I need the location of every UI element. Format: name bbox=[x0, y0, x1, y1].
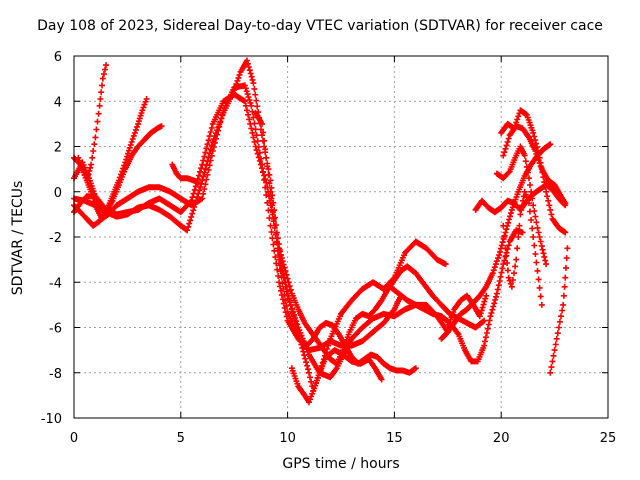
x-tick-label: 20 bbox=[493, 431, 510, 446]
series-markers bbox=[252, 109, 419, 376]
series-markers bbox=[547, 245, 571, 376]
x-axis-label: GPS time / hours bbox=[282, 456, 400, 472]
y-tick-label: -6 bbox=[49, 322, 62, 337]
series-markers bbox=[493, 143, 550, 268]
y-tick-label: 2 bbox=[54, 141, 62, 156]
y-tick-label: -8 bbox=[49, 367, 62, 382]
series-s8 bbox=[252, 109, 419, 376]
y-tick-label: -10 bbox=[41, 412, 62, 427]
series-s10 bbox=[276, 245, 488, 367]
series-markers bbox=[500, 188, 545, 308]
series-s15 bbox=[500, 123, 569, 207]
y-tick-label: 0 bbox=[54, 186, 62, 201]
y-axis-label: SDTVAR / TECUs bbox=[10, 180, 26, 296]
series-s5 bbox=[71, 96, 150, 216]
chart-title: Day 108 of 2023, Sidereal Day-to-day VTE… bbox=[37, 18, 603, 34]
data-points bbox=[71, 57, 571, 406]
series-s17 bbox=[500, 188, 545, 308]
series-s6 bbox=[75, 62, 109, 184]
x-tick-label: 5 bbox=[177, 431, 185, 446]
series-markers bbox=[444, 292, 490, 331]
series-s18 bbox=[547, 245, 571, 376]
series-s16 bbox=[493, 143, 550, 268]
y-tick-label: -4 bbox=[49, 276, 62, 291]
series-markers bbox=[169, 161, 201, 186]
x-tick-label: 25 bbox=[600, 431, 617, 446]
series-markers bbox=[75, 62, 109, 184]
x-tick-label: 15 bbox=[386, 431, 403, 446]
plot-frame bbox=[73, 55, 609, 419]
grid-lines bbox=[74, 56, 608, 418]
series-markers bbox=[71, 57, 449, 394]
x-tick-label: 10 bbox=[279, 431, 296, 446]
series-s3 bbox=[71, 57, 449, 394]
y-tick-label: -2 bbox=[49, 231, 62, 246]
series-markers bbox=[500, 123, 569, 207]
y-tick-label: 6 bbox=[54, 50, 62, 65]
series-markers bbox=[71, 96, 150, 216]
y-tick-label: 4 bbox=[54, 95, 62, 110]
x-tick-label: 0 bbox=[70, 431, 78, 446]
series-markers bbox=[276, 245, 488, 367]
series-s19 bbox=[444, 292, 490, 331]
series-s7 bbox=[169, 161, 201, 186]
